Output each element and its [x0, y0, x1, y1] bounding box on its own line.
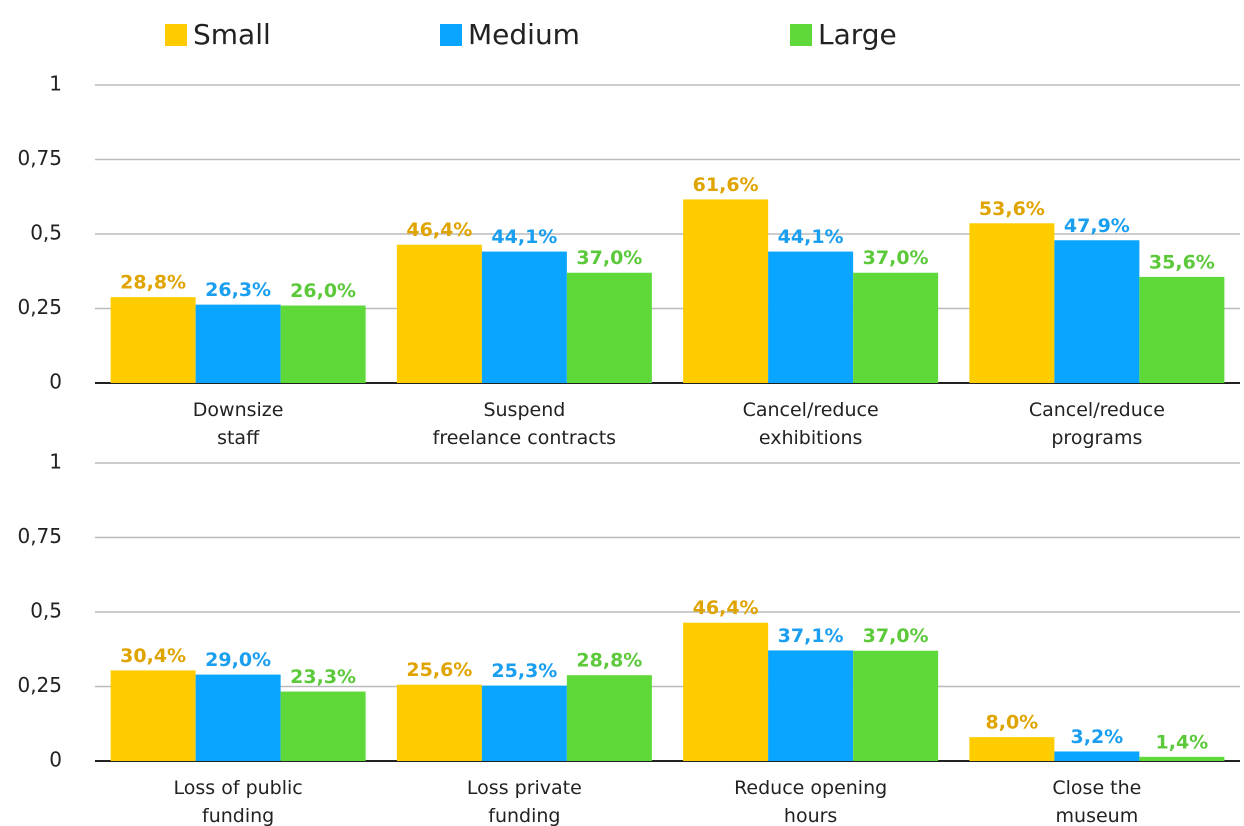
- bar: [683, 622, 769, 761]
- bar: [1054, 751, 1140, 761]
- value-label: 1,4%: [1156, 731, 1209, 753]
- bar: [1139, 756, 1225, 761]
- legend-swatch: [790, 24, 812, 46]
- legend-swatch: [165, 24, 187, 46]
- bar: [969, 737, 1055, 761]
- x-tick-line: museum: [1056, 805, 1139, 826]
- bar: [396, 684, 482, 761]
- x-tick-label: Suspend freelance contracts: [433, 399, 616, 449]
- value-label: 26,3%: [205, 279, 271, 301]
- value-label: 25,3%: [491, 660, 557, 682]
- x-tick-line: Close the: [1052, 777, 1141, 799]
- legend-label: Small: [193, 18, 271, 51]
- value-label: 47,9%: [1064, 215, 1130, 237]
- x-tick-label: Loss of public funding: [174, 777, 303, 826]
- x-tick-label: Downsize staff: [193, 399, 284, 449]
- value-label: 26,0%: [290, 280, 356, 302]
- y-tick-label: 0: [49, 370, 62, 394]
- bar: [768, 251, 854, 383]
- x-tick-line: Suspend: [483, 399, 565, 421]
- value-label: 23,3%: [290, 666, 356, 688]
- y-tick-label: 0: [49, 748, 62, 772]
- legend-label: Medium: [468, 18, 580, 51]
- y-tick-label: 0,5: [30, 221, 62, 245]
- bar: [110, 670, 196, 761]
- x-tick-line: exhibitions: [759, 427, 863, 449]
- y-tick-label: 0,5: [30, 599, 62, 623]
- x-tick-line: Loss private: [467, 777, 582, 799]
- x-tick-line: Cancel/reduce: [1029, 399, 1165, 421]
- y-tick-label: 1: [49, 72, 62, 96]
- x-tick-line: Loss of public: [174, 777, 303, 799]
- bar: [566, 272, 652, 383]
- bar: [566, 675, 652, 761]
- bar: [481, 685, 567, 761]
- x-tick-label: Cancel/reduce programs: [1029, 399, 1165, 449]
- value-label: 29,0%: [205, 649, 271, 671]
- value-label: 25,6%: [406, 659, 472, 681]
- value-label: 37,0%: [863, 247, 929, 269]
- x-tick-line: freelance contracts: [433, 427, 616, 449]
- x-tick-label: Close the museum: [1052, 777, 1141, 826]
- bar: [853, 650, 939, 761]
- bar: [853, 272, 939, 383]
- legend-label: Large: [818, 18, 897, 51]
- bar: [1054, 240, 1140, 383]
- value-label: 8,0%: [986, 712, 1039, 734]
- value-label: 37,0%: [576, 247, 642, 269]
- y-tick-label: 0,25: [17, 295, 62, 319]
- legend-swatch: [440, 24, 462, 46]
- bar: [396, 244, 482, 383]
- bar: [481, 251, 567, 383]
- value-label: 28,8%: [120, 272, 186, 294]
- value-label: 44,1%: [491, 226, 557, 248]
- bar: [195, 304, 281, 383]
- y-tick-label: 0,75: [17, 146, 62, 170]
- value-label: 46,4%: [693, 597, 759, 619]
- bar: [683, 199, 769, 383]
- value-label: 3,2%: [1071, 726, 1124, 748]
- x-tick-label: Loss private funding: [467, 777, 582, 826]
- value-label: 37,1%: [778, 625, 844, 647]
- value-label: 44,1%: [778, 226, 844, 248]
- y-tick-label: 1: [49, 450, 62, 474]
- bar: [195, 674, 281, 761]
- x-tick-line: Reduce opening: [734, 777, 887, 799]
- bar: [280, 305, 366, 383]
- x-tick-line: Downsize: [193, 399, 284, 421]
- value-label: 30,4%: [120, 645, 186, 667]
- value-label: 53,6%: [979, 198, 1045, 220]
- x-tick-line: hours: [784, 805, 837, 826]
- bar: [969, 223, 1055, 383]
- y-tick-label: 0,25: [17, 673, 62, 697]
- bar: [110, 297, 196, 383]
- x-tick-label: Reduce opening hours: [734, 777, 887, 826]
- value-label: 61,6%: [693, 174, 759, 196]
- x-tick-line: programs: [1051, 427, 1142, 449]
- y-tick-label: 0,75: [17, 524, 62, 548]
- x-tick-label: Cancel/reduce exhibitions: [743, 399, 879, 449]
- bar: [280, 691, 366, 761]
- value-label: 35,6%: [1149, 251, 1215, 273]
- bar: [1139, 276, 1225, 383]
- bar: [768, 650, 854, 761]
- x-tick-line: funding: [202, 805, 274, 826]
- value-label: 37,0%: [863, 625, 929, 647]
- value-label: 28,8%: [576, 650, 642, 672]
- x-tick-line: funding: [488, 805, 560, 826]
- x-tick-line: staff: [217, 427, 260, 449]
- value-label: 46,4%: [406, 219, 472, 241]
- x-tick-line: Cancel/reduce: [743, 399, 879, 421]
